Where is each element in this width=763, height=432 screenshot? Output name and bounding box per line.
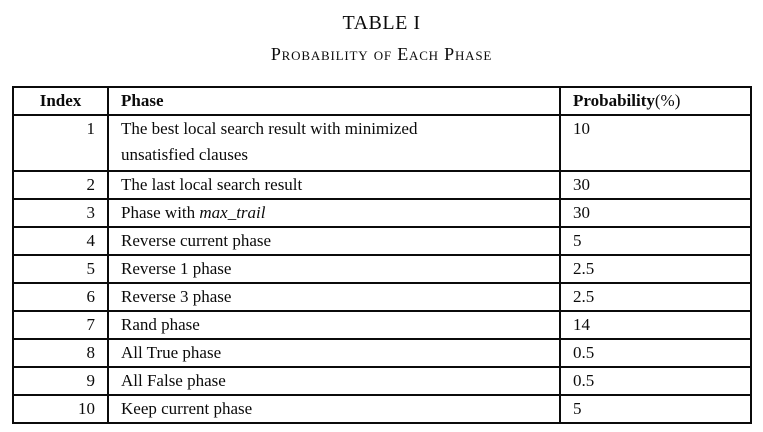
table-row: 5 Reverse 1 phase 2.5 [12, 254, 752, 284]
phase-cell: The best local search result with minimi… [107, 114, 561, 172]
index-cell: 4 [12, 226, 109, 256]
probability-cell: 5 [559, 226, 752, 256]
index-cell: 6 [12, 282, 109, 312]
table-header-row: Index Phase Probability(%) [12, 86, 752, 116]
math-term: max_trail [199, 203, 266, 222]
phase-cell: Keep current phase [107, 394, 561, 424]
phase-cell: Phase with max_trail [107, 198, 561, 228]
table-row: 2 The last local search result 30 [12, 170, 752, 200]
probability-cell: 10 [559, 114, 752, 172]
table-caption-title: Probability of Each Phase [270, 44, 493, 64]
probability-cell: 14 [559, 310, 752, 340]
probability-cell: 5 [559, 394, 752, 424]
probability-cell: 2.5 [559, 254, 752, 284]
probability-cell: 30 [559, 170, 752, 200]
table-caption-label: TABLE I [342, 12, 421, 34]
table-row: 9 All False phase 0.5 [12, 366, 752, 396]
index-cell: 2 [12, 170, 109, 200]
phase-cell: Reverse 3 phase [107, 282, 561, 312]
probability-cell: 2.5 [559, 282, 752, 312]
table-row: 4 Reverse current phase 5 [12, 226, 752, 256]
index-cell: 10 [12, 394, 109, 424]
index-cell: 3 [12, 198, 109, 228]
table-row: 1 The best local search result with mini… [12, 114, 752, 172]
table-row: 6 Reverse 3 phase 2.5 [12, 282, 752, 312]
phase-cell: Rand phase [107, 310, 561, 340]
phase-cell: Reverse current phase [107, 226, 561, 256]
column-header-probability: Probability(%) [559, 86, 752, 116]
probability-cell: 0.5 [559, 366, 752, 396]
phase-cell: All True phase [107, 338, 561, 368]
phase-cell: Reverse 1 phase [107, 254, 561, 284]
table-row: 10 Keep current phase 5 [12, 394, 752, 424]
index-cell: 8 [12, 338, 109, 368]
table-row: 7 Rand phase 14 [12, 310, 752, 340]
phase-cell: The last local search result [107, 170, 561, 200]
probability-cell: 0.5 [559, 338, 752, 368]
column-header-index: Index [12, 86, 109, 116]
table-row: 8 All True phase 0.5 [12, 338, 752, 368]
table-row: 3 Phase with max_trail 30 [12, 198, 752, 228]
column-header-probability-unit: (%) [654, 91, 681, 110]
index-cell: 5 [12, 254, 109, 284]
phase-probability-table: Index Phase Probability(%) 1 The best lo… [12, 86, 752, 424]
index-cell: 7 [12, 310, 109, 340]
column-header-phase: Phase [107, 86, 561, 116]
column-header-probability-word: Probability [573, 91, 655, 110]
index-cell: 1 [12, 114, 109, 172]
phase-cell: All False phase [107, 366, 561, 396]
table-caption: TABLE I Probability of Each Phase [0, 0, 763, 66]
index-cell: 9 [12, 366, 109, 396]
probability-cell: 30 [559, 198, 752, 228]
